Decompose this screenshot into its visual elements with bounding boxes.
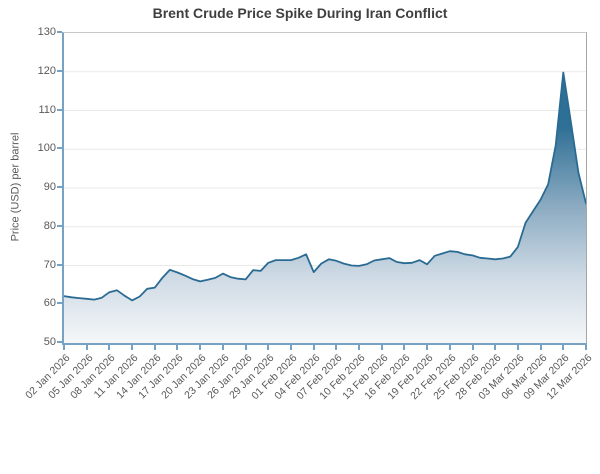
y-tick-label: 110 (38, 103, 56, 116)
y-tick-label: 100 (37, 142, 56, 155)
y-tick-label: 70 (43, 258, 56, 271)
x-tick-mark (63, 345, 65, 350)
x-tick-mark (221, 345, 224, 350)
y-tick-mark (57, 263, 62, 266)
gridlines (64, 71, 586, 305)
y-tick-mark (57, 69, 62, 72)
x-tick-mark (471, 345, 474, 350)
x-tick-mark (131, 345, 134, 350)
x-tick-mark (335, 345, 338, 350)
x-tick-mark (539, 345, 542, 350)
y-tick-mark (57, 302, 62, 305)
y-tick-mark (57, 341, 62, 343)
x-tick-mark (176, 345, 179, 350)
y-tick-mark (57, 186, 62, 188)
y-tick-label: 80 (43, 219, 56, 232)
x-tick-mark (585, 345, 587, 350)
x-tick-mark (426, 345, 429, 350)
x-tick-mark (85, 345, 88, 350)
y-tick-mark (57, 31, 62, 33)
y-tick-label: 120 (37, 64, 56, 77)
x-tick-mark (244, 345, 247, 350)
x-tick-mark (380, 345, 383, 350)
y-tick-mark (57, 224, 62, 227)
x-tick-mark (358, 345, 361, 350)
y-tick-label: 60 (43, 297, 56, 310)
y-tick-mark (57, 108, 62, 111)
x-tick-mark (403, 345, 406, 350)
x-tick-mark (153, 345, 156, 350)
chart-title: Brent Crude Price Spike During Iran Conf… (152, 5, 448, 21)
y-tick-label: 130 (37, 26, 56, 38)
x-tick-mark (448, 345, 451, 350)
data-line (64, 71, 586, 302)
y-tick-label: 50 (43, 336, 56, 348)
x-tick-mark (312, 345, 315, 350)
x-tick-mark (494, 345, 497, 350)
x-tick-mark (289, 345, 292, 350)
x-tick-mark (267, 345, 270, 350)
x-tick-mark (199, 345, 202, 350)
area-fill (64, 72, 586, 343)
y-tick-label: 90 (43, 181, 56, 193)
plot-area (62, 32, 587, 345)
x-tick-mark (562, 345, 565, 350)
area-chart-svg (64, 71, 586, 343)
x-tick-mark (516, 345, 519, 350)
x-tick-mark (108, 345, 111, 350)
y-tick-mark (57, 147, 62, 150)
